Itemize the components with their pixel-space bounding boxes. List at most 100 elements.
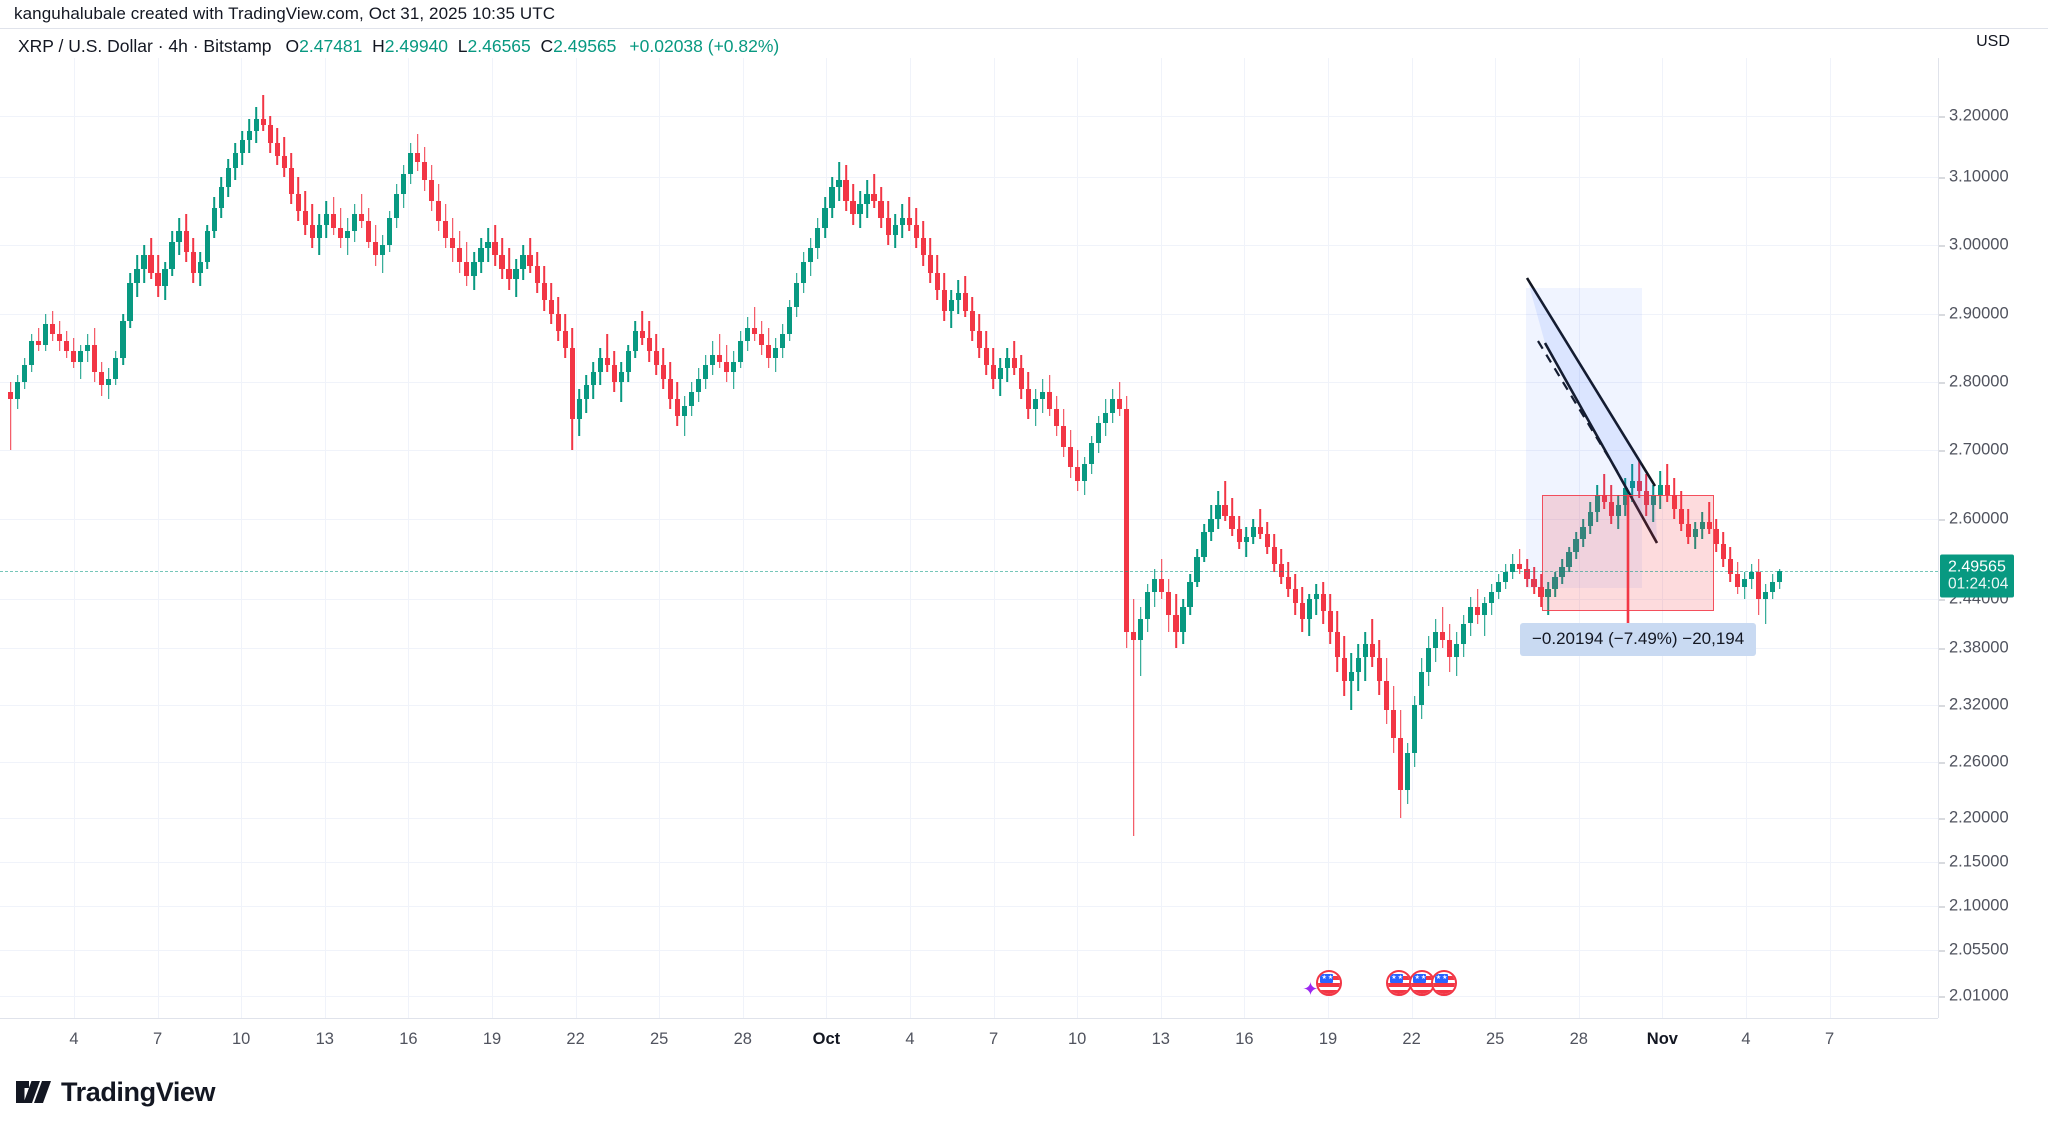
candle-body bbox=[941, 289, 947, 311]
candle-body bbox=[1306, 599, 1312, 620]
candlestick bbox=[1320, 58, 1326, 1018]
candle-body bbox=[681, 405, 688, 416]
candlestick bbox=[141, 58, 147, 1018]
candle-body bbox=[1763, 591, 1769, 599]
candlestick bbox=[134, 58, 140, 1018]
candlestick bbox=[155, 58, 161, 1018]
price-tick: 2.80000 bbox=[1939, 372, 2009, 391]
candlestick bbox=[1243, 58, 1249, 1018]
candle-body bbox=[499, 255, 505, 270]
candlestick bbox=[667, 58, 674, 1018]
candlestick bbox=[1678, 58, 1684, 1018]
candlestick bbox=[674, 58, 681, 1018]
candlestick bbox=[997, 58, 1003, 1018]
candlestick bbox=[541, 58, 547, 1018]
candle-wick bbox=[262, 94, 265, 132]
candle-body bbox=[1741, 579, 1748, 587]
candlestick bbox=[78, 58, 84, 1018]
candle-body bbox=[962, 293, 968, 311]
candlestick bbox=[1046, 58, 1053, 1018]
measure-box-drawing[interactable] bbox=[1542, 495, 1714, 611]
low-key: L bbox=[457, 35, 468, 56]
candle-body bbox=[794, 282, 800, 308]
candlestick bbox=[513, 58, 519, 1018]
candle-body bbox=[457, 248, 463, 263]
candle-body bbox=[885, 217, 891, 235]
candle-wick bbox=[37, 327, 40, 352]
candle-body bbox=[1426, 648, 1432, 672]
candle-body bbox=[1566, 551, 1572, 567]
candlestick bbox=[401, 58, 407, 1018]
candlestick bbox=[1152, 58, 1158, 1018]
gridline-horizontal bbox=[0, 762, 1938, 763]
candlestick bbox=[422, 58, 428, 1018]
candlestick bbox=[976, 58, 982, 1018]
candle-body bbox=[218, 187, 224, 208]
candle-body bbox=[850, 200, 856, 215]
time-tick: 10 bbox=[1068, 1030, 1087, 1048]
candlestick bbox=[773, 58, 779, 1018]
candle-wick bbox=[1224, 481, 1226, 522]
bar-countdown: 01:24:04 bbox=[1948, 575, 2009, 593]
us-flag-icon[interactable]: ★★ bbox=[1430, 970, 1457, 996]
measure-label: −0.20194 (−7.49%) −20,194 bbox=[1520, 623, 1757, 656]
candlestick bbox=[288, 58, 294, 1018]
candlestick bbox=[1475, 58, 1481, 1018]
candlestick bbox=[1433, 58, 1439, 1018]
price-scale[interactable]: 3.20000 3.10000 3.00000 2.90000 2.80000 2.700… bbox=[1938, 58, 2048, 1018]
candle-body bbox=[1285, 576, 1291, 589]
candle-body bbox=[316, 224, 323, 239]
candle-body bbox=[211, 207, 217, 232]
candle-body bbox=[92, 344, 98, 372]
candlestick bbox=[1110, 58, 1116, 1018]
time-scale[interactable]: 4 7 10 13 16 19 22 25 28 Oct 4 7 10 13 16 19 22 25 28 Nov 4 7 bbox=[0, 1018, 1938, 1062]
candle-body bbox=[913, 224, 919, 239]
candle-body bbox=[1678, 508, 1684, 524]
candle-body bbox=[422, 161, 428, 181]
candlestick bbox=[1552, 58, 1558, 1018]
candlestick bbox=[1545, 58, 1551, 1018]
candle-wick bbox=[79, 344, 82, 379]
candlestick bbox=[1426, 58, 1432, 1018]
symbol-label[interactable]: XRP / U.S. Dollar · 4h · Bitstamp bbox=[18, 35, 272, 56]
time-tick: 22 bbox=[566, 1030, 585, 1048]
candle-body bbox=[239, 140, 245, 153]
candle-body bbox=[8, 392, 14, 399]
candle-body bbox=[57, 334, 63, 342]
candle-body bbox=[1369, 643, 1376, 658]
candlestick bbox=[436, 58, 442, 1018]
candle-body bbox=[1699, 521, 1705, 529]
time-tick: 19 bbox=[1318, 1030, 1338, 1048]
candlestick bbox=[548, 58, 554, 1018]
gridline-horizontal bbox=[0, 906, 1938, 907]
candle-body bbox=[1524, 569, 1530, 579]
candle-body bbox=[541, 282, 547, 301]
us-flag-icon[interactable]: ★★ bbox=[1316, 970, 1343, 996]
high-value: 2.49940 bbox=[384, 35, 449, 56]
chart-pane[interactable]: −0.20194 (−7.49%) −20,194 ★★ ✦ ★★ ★★ ★★ bbox=[0, 58, 1938, 1018]
header-divider bbox=[0, 28, 2048, 29]
candlestick bbox=[913, 58, 919, 1018]
candlestick bbox=[695, 58, 702, 1018]
candlestick bbox=[829, 58, 835, 1018]
candle-body bbox=[513, 269, 519, 280]
candlestick bbox=[316, 58, 323, 1018]
candle-wick bbox=[1259, 508, 1261, 539]
gridline-horizontal bbox=[0, 818, 1938, 819]
gridline-vertical bbox=[1829, 58, 1831, 1018]
candle-body bbox=[302, 211, 309, 225]
price-tick: 3.10000 bbox=[1939, 167, 2009, 186]
candle-body bbox=[1348, 671, 1354, 682]
candle-body bbox=[1046, 392, 1053, 410]
candlestick bbox=[1285, 58, 1291, 1018]
us-flag-icon[interactable]: ★★ bbox=[1386, 970, 1413, 996]
candle-body bbox=[1194, 556, 1200, 582]
candlestick bbox=[183, 58, 189, 1018]
candle-body bbox=[520, 255, 526, 270]
candle-body bbox=[759, 334, 765, 345]
candle-body bbox=[323, 214, 330, 225]
candle-body bbox=[1025, 388, 1032, 410]
candlestick bbox=[1573, 58, 1579, 1018]
candle-wick bbox=[620, 361, 623, 403]
gridline-vertical bbox=[1328, 58, 1329, 1018]
